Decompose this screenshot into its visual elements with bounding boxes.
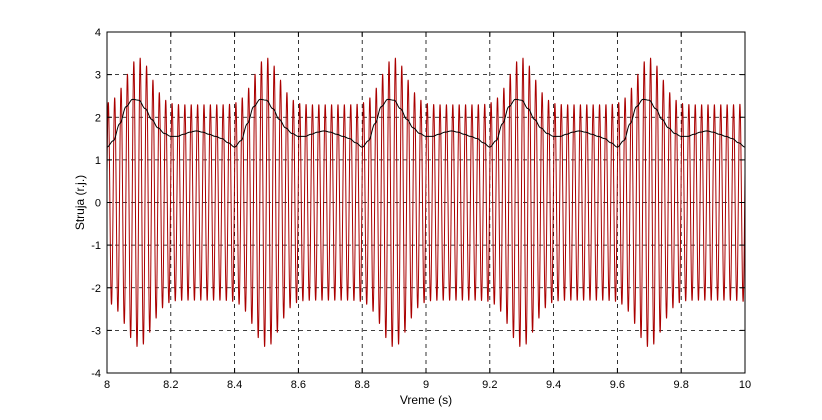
series-current	[106, 57, 746, 347]
x-tick-label: 10	[739, 379, 751, 391]
x-axis-label: Vreme (s)	[400, 393, 452, 407]
y-tick-label: -3	[91, 325, 101, 337]
y-tick-label: -4	[91, 368, 101, 380]
x-tick-label: 9.6	[610, 379, 625, 391]
y-tick-label: 2	[95, 112, 101, 124]
y-tick-label: -1	[91, 240, 101, 252]
x-tick-label: 8.2	[163, 379, 178, 391]
y-tick-label: -2	[91, 283, 101, 295]
x-ticks: 8 8.2 8.4 8.6 8.8 9 9.2 9.4 9.6 9.8 10	[104, 32, 751, 391]
y-ticks: -4 -3 -2 -1 0 1 2 3 4	[91, 27, 745, 380]
x-tick-label: 9.2	[482, 379, 497, 391]
y-axis-label: Struja (r.j.)	[73, 175, 87, 230]
series-envelope	[106, 98, 746, 148]
x-tick-label: 8.6	[291, 379, 306, 391]
y-tick-label: 1	[95, 155, 101, 167]
y-tick-label: 0	[95, 198, 101, 210]
x-tick-label: 9.4	[546, 379, 561, 391]
y-tick-label: 4	[95, 27, 101, 39]
y-tick-label: 3	[95, 70, 101, 82]
x-tick-label: 8.4	[227, 379, 242, 391]
x-tick-label: 8.8	[355, 379, 370, 391]
x-tick-label: 9.8	[674, 379, 689, 391]
x-tick-label: 8	[104, 379, 110, 391]
x-tick-label: 9	[423, 379, 429, 391]
series-group	[106, 57, 746, 347]
